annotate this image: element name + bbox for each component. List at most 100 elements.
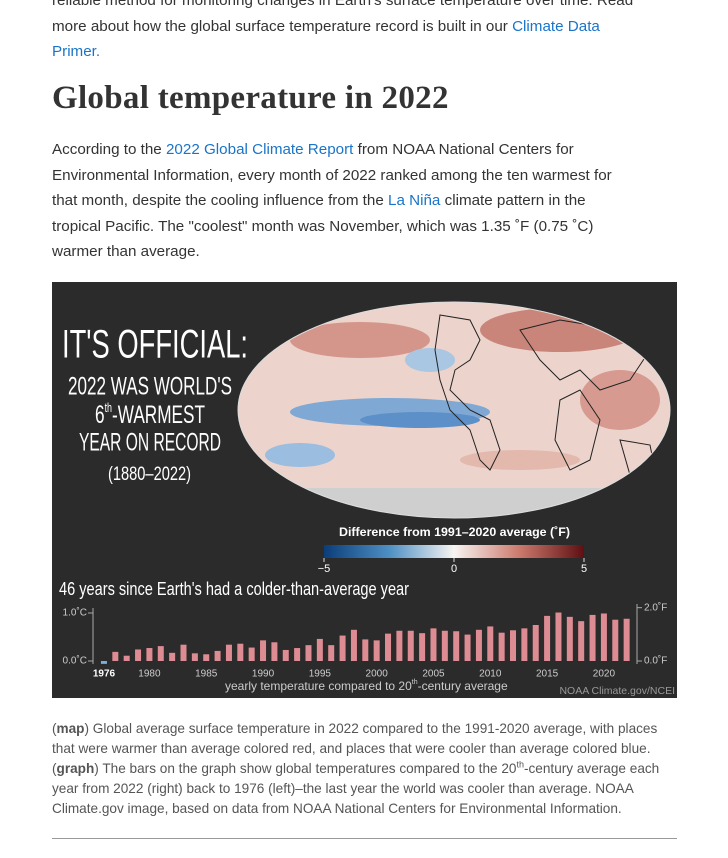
text-line: year from 2022 (right) back to 1976 (lef… <box>52 779 659 799</box>
link[interactable]: Climate Data <box>512 17 600 35</box>
bar <box>362 639 369 661</box>
link[interactable]: Primer. <box>52 43 101 60</box>
bar <box>339 635 346 661</box>
section-heading: Global temperature in 2022 <box>52 80 449 116</box>
headline: 2022 WAS WORLD'S <box>68 373 232 401</box>
bar <box>146 648 153 661</box>
text: -century average each <box>523 761 660 776</box>
bar <box>555 612 562 661</box>
bar <box>544 615 551 661</box>
bar <box>521 628 528 661</box>
text-line: that were warmer than average colored re… <box>52 739 659 759</box>
text: climate pattern in the <box>440 192 586 209</box>
bar <box>453 631 460 661</box>
text: th <box>516 759 524 770</box>
map-outline <box>237 301 671 519</box>
bar <box>169 652 176 661</box>
colorbar-tick-label: 5 <box>581 563 587 575</box>
headline: 6th-WARMEST <box>95 400 205 428</box>
bar <box>532 625 539 661</box>
figure-caption: (map) Global average surface temperature… <box>52 719 659 819</box>
bar <box>214 650 221 661</box>
bar <box>328 645 335 661</box>
bar <box>589 614 596 661</box>
text: warmer than average. <box>52 243 200 260</box>
bar <box>464 634 471 661</box>
x-tick-label: 1980 <box>138 669 161 680</box>
text: reliable method for monitoring changes i… <box>52 0 634 9</box>
bar <box>487 626 494 661</box>
x-tick-label: 2010 <box>479 669 502 680</box>
divider <box>52 838 677 839</box>
bar <box>248 647 255 661</box>
bar <box>350 629 357 661</box>
x-tick-label: 2005 <box>422 669 445 680</box>
y2-tick-label: 0.0˚F <box>644 655 667 667</box>
text: ) The bars on the graph show global temp… <box>94 761 517 776</box>
bar <box>600 613 607 661</box>
text-line: tropical Pacific. The "coolest" month wa… <box>52 214 612 240</box>
bar <box>123 655 130 661</box>
bar <box>441 630 448 661</box>
bar <box>498 632 505 661</box>
bar <box>135 649 142 661</box>
body-paragraph: According to the 2022 Global Climate Rep… <box>52 137 612 265</box>
text-line: Climate.gov image, based on data from NO… <box>52 799 659 819</box>
text: that were warmer than average colored re… <box>52 741 651 756</box>
bar <box>475 629 482 661</box>
text: ) Global average surface temperature in … <box>84 721 658 736</box>
x-axis-label-part: -century average <box>418 679 508 693</box>
text-line: more about how the global surface temper… <box>52 14 633 40</box>
bar <box>237 643 244 661</box>
bar <box>430 628 437 661</box>
text-line: According to the 2022 Global Climate Rep… <box>52 137 612 163</box>
bar <box>271 642 278 661</box>
text: graph <box>56 761 95 776</box>
bar <box>305 645 312 661</box>
colorbar-tick-label: 0 <box>451 563 457 575</box>
bar <box>612 619 619 661</box>
y-tick-label: 1.0˚C <box>63 607 87 619</box>
text: that month, despite the cooling influenc… <box>52 192 389 209</box>
headline: IT'S OFFICIAL: <box>62 323 248 367</box>
text: map <box>56 721 85 736</box>
x-tick-label: 1990 <box>252 669 275 680</box>
x-tick-label: 2015 <box>536 669 559 680</box>
bar <box>396 630 403 661</box>
link[interactable]: La Niña <box>388 192 441 209</box>
text: tropical Pacific. The "coolest" month wa… <box>52 217 594 235</box>
bar <box>157 646 164 661</box>
text-line: (map) Global average surface temperature… <box>52 719 659 739</box>
headline-part: 6 <box>95 401 105 429</box>
x-axis-label-part: th <box>412 679 418 686</box>
bar <box>225 644 232 661</box>
colorbar-tick-label: −5 <box>318 563 331 575</box>
bar <box>385 633 392 661</box>
y-tick-label: 0.0˚C <box>63 655 87 667</box>
bar <box>578 621 585 661</box>
text: ( <box>52 721 57 736</box>
bar <box>260 640 267 661</box>
bar <box>510 630 517 661</box>
bar <box>373 640 380 661</box>
text: from NOAA National Centers for <box>353 141 574 158</box>
headline-part: th <box>105 400 112 415</box>
headline-part: -WARMEST <box>112 401 205 429</box>
bar <box>100 661 107 664</box>
text-line: (graph) The bars on the graph show globa… <box>52 759 659 779</box>
text: year from 2022 (right) back to 1976 (lef… <box>52 781 634 796</box>
infographic: IT'S OFFICIAL:2022 WAS WORLD'S6th-WARMES… <box>52 282 677 698</box>
text: Climate.gov image, based on data from NO… <box>52 801 622 816</box>
text-line: Primer. <box>52 39 633 65</box>
bar <box>566 616 573 661</box>
bar <box>419 633 426 661</box>
link[interactable]: 2022 Global Climate Report <box>165 141 354 158</box>
bar <box>316 638 323 661</box>
text-line: Environmental Information, every month o… <box>52 163 612 189</box>
text-line: warmer than average. <box>52 239 612 265</box>
text-line: reliable method for monitoring changes i… <box>52 0 633 14</box>
bar <box>180 644 187 661</box>
credit: NOAA Climate.gov/NCEI <box>559 685 675 697</box>
x-axis-label-part: yearly temperature compared to 20 <box>225 679 412 693</box>
